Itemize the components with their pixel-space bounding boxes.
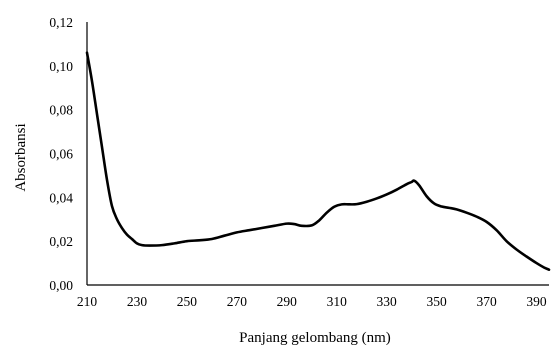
y-tick-label: 0,04 <box>49 190 73 205</box>
x-tick-label: 230 <box>127 294 148 309</box>
y-tick-label: 0,02 <box>49 234 73 249</box>
x-tick-label: 390 <box>526 294 547 309</box>
x-tick-label: 210 <box>77 294 98 309</box>
absorbance-series-line <box>85 51 551 271</box>
y-tick-label: 0,08 <box>49 103 73 118</box>
y-tick-label: 0,00 <box>49 278 73 293</box>
y-tick-label: 0,12 <box>49 15 73 30</box>
x-tick-label: 250 <box>177 294 198 309</box>
y-axis-title: Absorbansi <box>13 123 29 191</box>
plot-area <box>85 51 551 271</box>
y-tick-label: 0,06 <box>49 147 73 162</box>
x-tick-label: 270 <box>227 294 248 309</box>
axes: 210 230 250 270 290 310 330 350 370 390 0,000,020… <box>49 15 549 309</box>
x-axis-title: Panjang gelombang (nm) <box>239 330 391 346</box>
x-tick-label: 330 <box>377 294 398 309</box>
y-tick-labels: 0,00 0,02 0,04 0,06 0,08 0,10 0,12 <box>49 15 73 293</box>
x-tick-label: 290 <box>277 294 298 309</box>
x-tick-label: 370 <box>476 294 497 309</box>
y-tick-label: 0,10 <box>49 59 73 74</box>
x-tick-label: 310 <box>327 294 348 309</box>
x-tick-labels: 210 230 250 270 290 310 330 350 370 390 <box>77 294 547 309</box>
x-tick-label: 350 <box>426 294 447 309</box>
